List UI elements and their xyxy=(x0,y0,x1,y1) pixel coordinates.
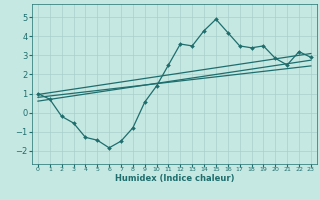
X-axis label: Humidex (Indice chaleur): Humidex (Indice chaleur) xyxy=(115,174,234,183)
